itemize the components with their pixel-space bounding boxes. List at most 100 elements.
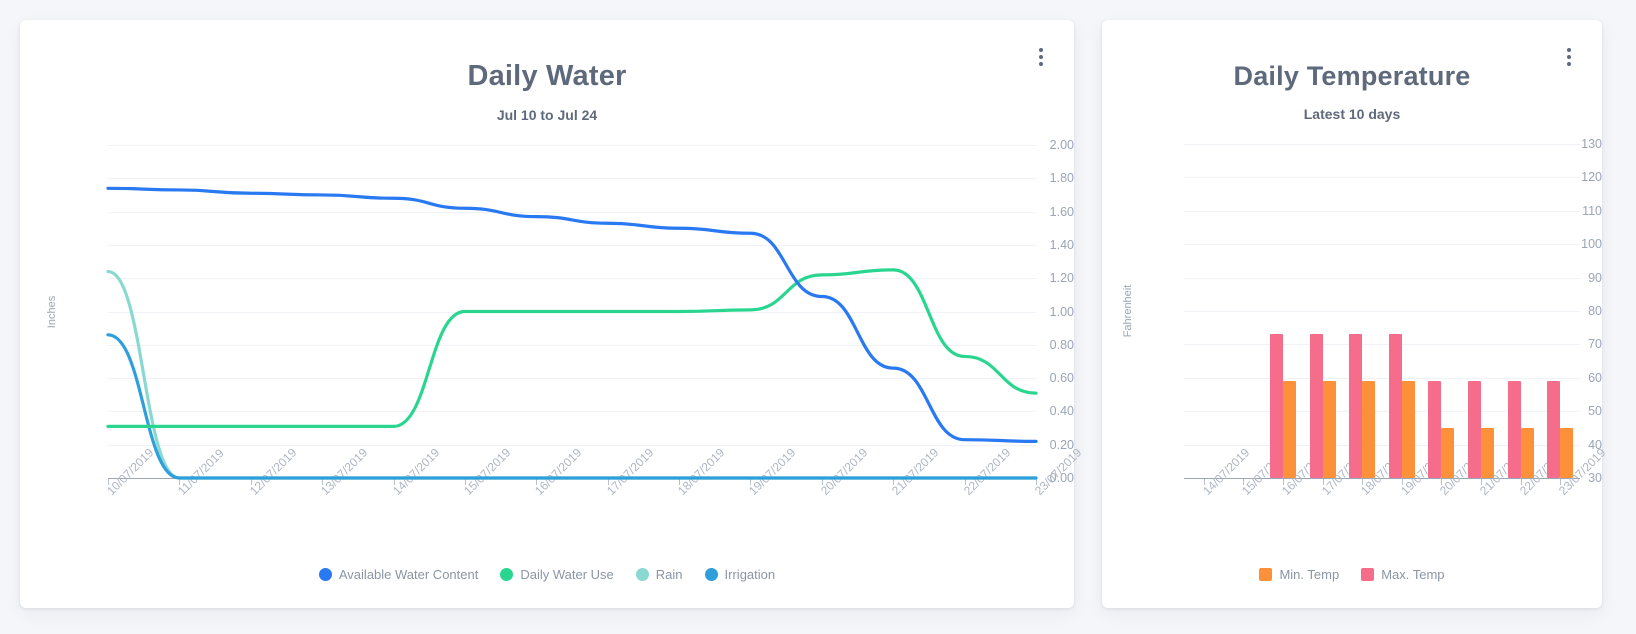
y-axis-tick: 110 (1582, 203, 1602, 218)
legend-swatch-icon (1361, 568, 1375, 581)
bar-min-temp[interactable] (1560, 427, 1574, 478)
x-axis-tick-mark (536, 479, 538, 485)
line-series-group (106, 186, 1038, 480)
bar-max-temp[interactable] (1388, 334, 1402, 478)
x-axis-tick-mark (964, 479, 966, 485)
gridline (1184, 144, 1580, 145)
kebab-menu-icon-temperature[interactable] (1558, 44, 1580, 70)
chart-subtitle-water: Jul 10 to Jul 24 (496, 107, 598, 123)
x-axis-tick-mark (893, 479, 895, 485)
x-axis-tick-mark (179, 479, 181, 485)
gridline (108, 244, 1036, 246)
line-available-water-content (106, 186, 1038, 443)
x-axis-tick-mark (1283, 479, 1284, 485)
bar-max-temp[interactable] (1547, 381, 1561, 478)
y-axis-tick: 50 (1588, 404, 1602, 419)
legend-label: Available Water Content (338, 567, 479, 582)
x-axis-tick-mark (1322, 479, 1324, 485)
bar-max-temp[interactable] (1507, 381, 1521, 478)
y-axis-tick: 0.40 (1049, 404, 1074, 419)
legend-item-daily-water-use[interactable]: Daily Water Use (500, 567, 614, 582)
legend-item-max-temp[interactable]: Max. Temp (1361, 567, 1445, 582)
kebab-menu-icon-water[interactable] (1030, 44, 1052, 70)
bar-max-temp[interactable] (1309, 334, 1323, 478)
bar-max-temp[interactable] (1349, 334, 1363, 478)
legend-swatch-icon (500, 568, 514, 581)
x-axis-tick-mark (750, 479, 752, 485)
x-axis-tick-mark (393, 479, 395, 485)
daily-temperature-plot: Fahrenheit 130 120 110 100 90 80 70 60 50 40 30 14/0… (1102, 122, 1609, 563)
page-title-water: Daily Water (467, 60, 627, 92)
x-axis-tick-mark (1362, 479, 1364, 485)
bar-max-temp[interactable] (1468, 381, 1481, 478)
y-axis-tick: 120 (1581, 170, 1602, 185)
legend-item-available-water-content[interactable]: Available Water Content (318, 567, 479, 582)
bar-min-temp[interactable] (1481, 427, 1494, 478)
daily-temperature-legend: Min. Temp Max. Temp (1102, 563, 1602, 608)
gridline (108, 378, 1036, 380)
gridline (108, 178, 1036, 180)
legend-label: Max. Temp (1381, 567, 1445, 582)
gridline (108, 278, 1036, 280)
bar-min-temp[interactable] (1401, 381, 1415, 478)
legend-swatch-icon (635, 568, 649, 581)
legend-item-irrigation[interactable]: Irrigation (704, 567, 775, 582)
gridline (1184, 444, 1580, 446)
y-axis-tick: 1.60 (1049, 204, 1074, 219)
gridline (108, 211, 1036, 213)
kebab-dot (1567, 62, 1571, 66)
legend-item-rain[interactable]: Rain (635, 567, 683, 582)
x-axis-tick-mark (821, 479, 823, 485)
bar-max-temp[interactable] (1428, 381, 1442, 478)
gridline (1184, 411, 1580, 413)
x-axis-tick-mark (607, 479, 609, 485)
x-axis-tick-mark (679, 479, 681, 485)
legend-item-min-temp[interactable]: Min. Temp (1259, 567, 1339, 582)
y-axis-tick: 1.20 (1049, 271, 1074, 286)
gridline (1184, 311, 1580, 312)
kebab-dot (1039, 55, 1043, 59)
gridline (108, 145, 1036, 146)
x-axis-line (1184, 478, 1580, 479)
gridline (1184, 344, 1580, 346)
line-daily-water-use (106, 268, 1038, 428)
bar-max-temp[interactable] (1270, 334, 1283, 478)
x-axis-tick-mark (1481, 479, 1482, 485)
x-axis-tick-mark (1203, 479, 1205, 485)
bar-min-temp[interactable] (1322, 381, 1336, 478)
x-axis-tick-mark (1401, 479, 1403, 485)
bar-series-group (1184, 144, 1580, 478)
gridline (108, 411, 1036, 413)
x-axis-tick-mark (322, 479, 324, 485)
kebab-dot (1567, 55, 1571, 59)
y-axis-tick: 70 (1588, 337, 1602, 352)
x-axis-tick-mark (1520, 479, 1522, 485)
x-axis-tick-mark (464, 479, 466, 485)
x-axis-tick-mark (250, 479, 252, 485)
y-axis-tick: 1.00 (1049, 304, 1074, 319)
y-axis-tick: 2.00 (1049, 138, 1074, 152)
x-axis-tick-mark (1560, 479, 1562, 485)
gridline (1184, 244, 1580, 246)
x-axis-tick-mark (1243, 479, 1245, 485)
gridline (108, 344, 1036, 346)
legend-swatch-icon (1259, 568, 1273, 581)
y-axis-tick: 100 (1581, 237, 1602, 252)
bar-min-temp[interactable] (1283, 381, 1296, 478)
y-axis-tick: 80 (1588, 304, 1602, 318)
x-axis-tick-mark (108, 479, 109, 485)
kebab-dot (1039, 48, 1043, 52)
x-axis-tick-mark (1036, 479, 1037, 485)
legend-swatch-icon (704, 568, 718, 581)
y-axis-tick: 0.60 (1049, 371, 1074, 386)
line-irrigation (106, 333, 1038, 480)
bar-min-temp[interactable] (1520, 427, 1534, 478)
gridline (1184, 377, 1580, 379)
bar-min-temp[interactable] (1362, 381, 1376, 478)
kebab-dot (1567, 48, 1571, 52)
y-axis-tick: 1.40 (1049, 237, 1074, 252)
y-axis-tick: 130 (1581, 137, 1602, 151)
bar-min-temp[interactable] (1441, 427, 1455, 478)
kebab-dot (1039, 62, 1043, 66)
